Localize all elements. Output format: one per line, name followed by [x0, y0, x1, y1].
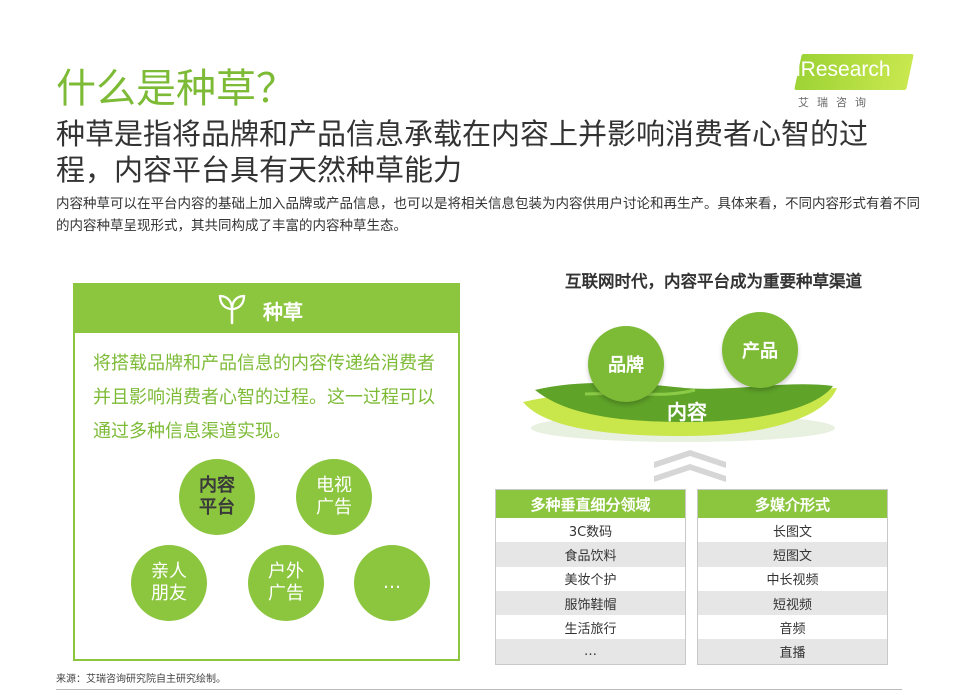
intro-paragraph: 内容种草可以在平台内容的基础上加入品牌或产品信息，也可以是将相关信息包装为内容供…: [56, 196, 920, 234]
channel-label: 电视广告: [316, 475, 352, 518]
logo-subtitle: 艾瑞咨询: [798, 96, 874, 109]
table-row: 直播: [698, 639, 887, 664]
logo-text: iResearch: [796, 58, 891, 81]
channel-circle-tv-ads: 电视广告: [296, 459, 372, 535]
page-subtitle: 种草是指将品牌和产品信息承载在内容上并影响消费者心智的过程，内容平台具有天然种草…: [56, 117, 869, 187]
page-title: 什么是种草？: [56, 66, 296, 112]
brand-ball: 品牌: [588, 326, 664, 402]
media-formats-table: 多媒介形式 长图文 短图文 中长视频 短视频 音频 直播: [697, 489, 888, 665]
table-row: …: [496, 639, 685, 664]
vertical-domains-table: 多种垂直细分领域 3C数码 食品饮料 美妆个护 服饰鞋帽 生活旅行 …: [495, 489, 686, 665]
boat-label: 内容: [667, 400, 707, 424]
table-row: 生活旅行: [496, 615, 685, 640]
table-row: 音频: [698, 615, 887, 640]
card-description: 将搭载品牌和产品信息的内容传递给消费者并且影响消费者心智的过程。这一过程可以通过…: [93, 353, 435, 442]
table-header: 多种垂直细分领域: [496, 490, 685, 518]
table-row: 美妆个护: [496, 566, 685, 591]
channel-label: …: [383, 572, 401, 593]
table-header: 多媒介形式: [698, 490, 887, 518]
card-header: 种草: [75, 285, 458, 333]
sprout-icon: [218, 294, 246, 325]
chevron-up-icon: [654, 450, 726, 482]
seeding-card: 种草 将搭载品牌和产品信息的内容传递给消费者并且影响消费者心智的过程。这一过程可…: [73, 283, 460, 661]
product-ball: 产品: [722, 312, 798, 388]
table-row: 短视频: [698, 590, 887, 616]
channel-circle-more: …: [354, 545, 430, 621]
channel-circle-family-friends: 亲人朋友: [131, 545, 207, 621]
table-row: 中长视频: [698, 566, 887, 591]
table-row: 3C数码: [496, 518, 685, 543]
iresearch-logo: iResearch 艾瑞咨询: [790, 50, 915, 114]
channel-label: 内容平台: [199, 475, 235, 518]
table-row: 短图文: [698, 542, 887, 567]
card-title: 种草: [263, 300, 303, 324]
channel-label: 户外广告: [268, 561, 304, 604]
table-row: 服饰鞋帽: [496, 590, 685, 616]
channel-circle-outdoor-ads: 户外广告: [248, 545, 324, 621]
channel-label: 亲人朋友: [151, 561, 187, 604]
diagram-title: 互联网时代，内容平台成为重要种草渠道: [565, 272, 862, 291]
channel-circle-content-platform: 内容平台: [179, 459, 255, 535]
divider: [56, 689, 902, 690]
table-row: 长图文: [698, 518, 887, 543]
table-row: 食品饮料: [496, 542, 685, 567]
source-note: 来源：艾瑞咨询研究院自主研究绘制。: [56, 674, 226, 685]
